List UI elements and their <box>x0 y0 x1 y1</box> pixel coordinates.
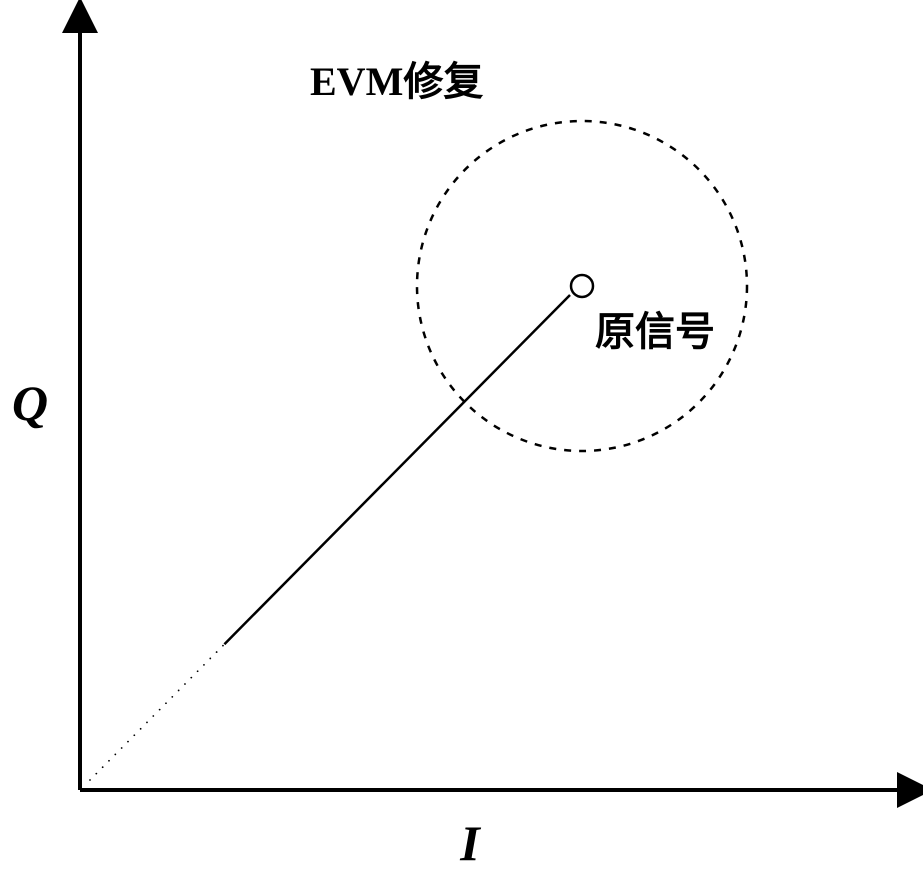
x-axis-label: I <box>459 815 481 871</box>
signal-vector-dotted <box>89 645 224 781</box>
original-signal-point <box>571 275 593 297</box>
evm-circle <box>417 121 747 451</box>
iq-diagram: I Q EVM修复 原信号 <box>0 0 923 879</box>
signal-vector <box>224 295 570 644</box>
original-signal-label: 原信号 <box>595 309 715 354</box>
evm-label: EVM修复 <box>310 59 483 104</box>
y-axis-label: Q <box>12 375 48 431</box>
